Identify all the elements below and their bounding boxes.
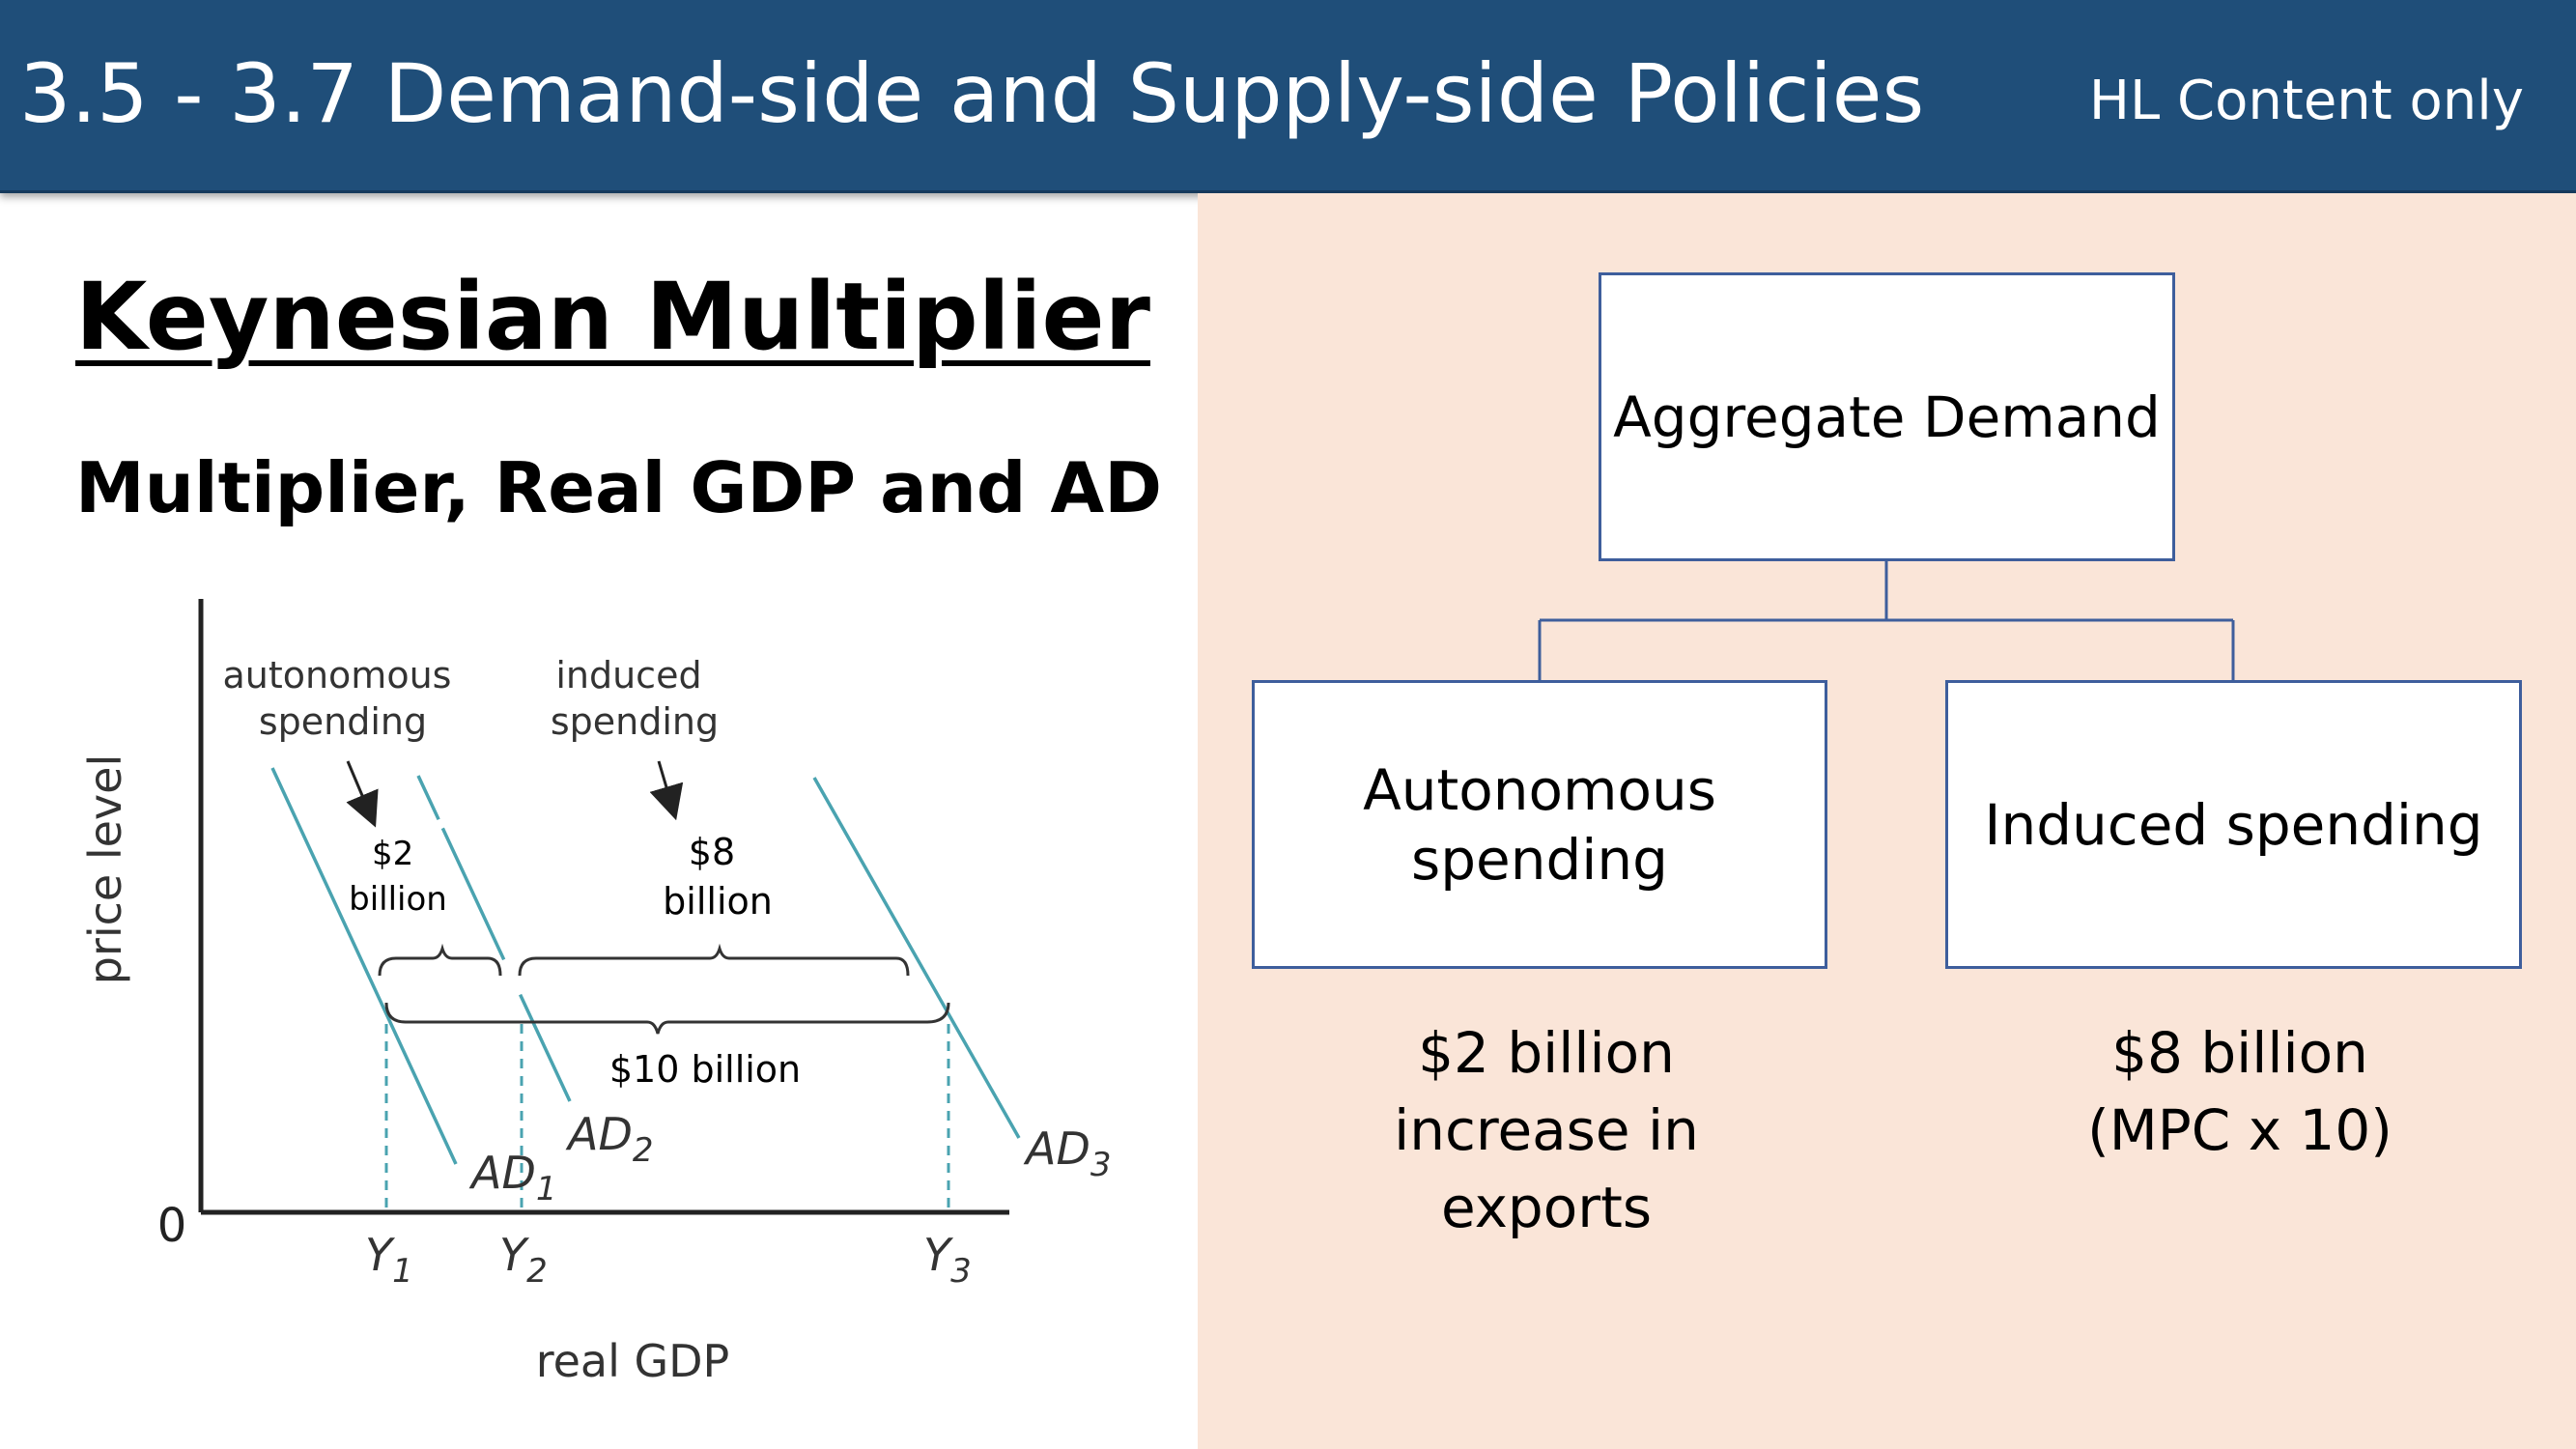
induced-brace (518, 943, 910, 977)
y-axis-label: price level (79, 754, 131, 985)
induced-spending-label: Induced spending (1984, 791, 2483, 858)
autonomous-note-line2: increase in (1394, 1097, 1699, 1163)
ad2-curve (416, 775, 572, 1102)
y2-tick: Y2 (499, 1229, 548, 1291)
slide-title: 3.5 - 3.7 Demand-side and Supply-side Po… (19, 46, 1925, 141)
aggregate-demand-box: Aggregate Demand (1599, 272, 2175, 561)
induced-arrow (649, 760, 684, 821)
ad3-label: AD3 (1023, 1122, 1112, 1184)
x-axis-label: real GDP (536, 1335, 730, 1387)
y3-tick: Y3 (923, 1229, 972, 1291)
header-bar: 3.5 - 3.7 Demand-side and Supply-side Po… (0, 0, 2576, 193)
autonomous-amount: $2 billion (349, 835, 447, 919)
induced-note: $8 billion (MPC x 10) (1945, 1014, 2534, 1169)
induced-spending-box: Induced spending (1945, 680, 2522, 969)
multiplier-diagram: 0 price level real GDP AD1 AD2 AD3 Y1 Y2… (79, 599, 1112, 1387)
autonomous-brace (378, 943, 502, 977)
total-brace (384, 1002, 950, 1035)
y1-tick: Y1 (365, 1229, 413, 1291)
hl-content-tag: HL Content only (2088, 70, 2524, 132)
induced-note-line1: $8 billion (2111, 1020, 2368, 1086)
autonomous-note-line3: exports (1440, 1175, 1653, 1240)
autonomous-spending-box: Autonomous spending (1252, 680, 1827, 969)
autonomous-note: $2 billion increase in exports (1252, 1014, 1841, 1246)
autonomous-box-line2: spending (1411, 826, 1668, 893)
ad3-curve (812, 777, 1021, 1139)
ad1-label: AD1 (468, 1147, 557, 1208)
ad2-label: AD2 (565, 1108, 654, 1170)
origin-label: 0 (157, 1199, 187, 1253)
autonomous-note-line1: $2 billion (1418, 1020, 1675, 1086)
section-title: Keynesian Multiplier (75, 263, 1150, 371)
autonomous-box-line1: Autonomous (1363, 756, 1716, 823)
autonomous-spending-label: autonomous spending (222, 654, 463, 743)
aggregate-demand-label: Aggregate Demand (1613, 384, 2161, 450)
ad1-curve (270, 767, 458, 1165)
induced-amount: $8 billion (663, 831, 773, 923)
section-subtitle: Multiplier, Real GDP and AD (75, 447, 1162, 528)
total-amount: $10 billion (609, 1048, 801, 1091)
induced-note-line2: (MPC x 10) (2087, 1097, 2392, 1163)
autonomous-arrow (346, 760, 379, 828)
induced-spending-label: induced spending (551, 654, 719, 743)
